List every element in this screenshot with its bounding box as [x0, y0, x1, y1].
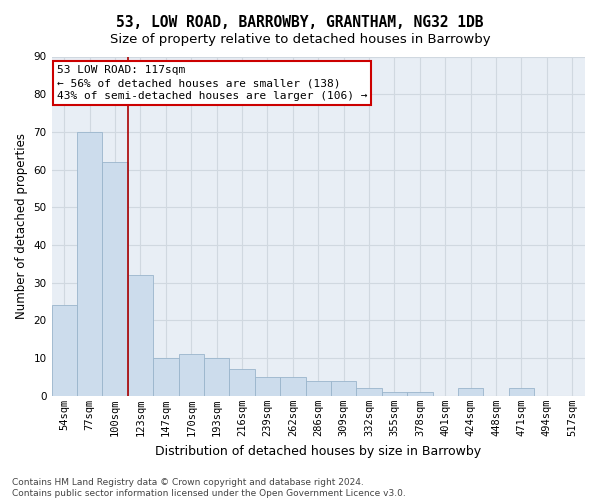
Y-axis label: Number of detached properties: Number of detached properties [15, 133, 28, 319]
Bar [204, 358, 229, 396]
Bar [331, 381, 356, 396]
Bar [382, 392, 407, 396]
Bar [52, 306, 77, 396]
Bar [229, 370, 255, 396]
Text: Size of property relative to detached houses in Barrowby: Size of property relative to detached ho… [110, 32, 490, 46]
Bar [407, 392, 433, 396]
Bar [77, 132, 103, 396]
Text: Contains HM Land Registry data © Crown copyright and database right 2024.
Contai: Contains HM Land Registry data © Crown c… [12, 478, 406, 498]
Bar [280, 377, 305, 396]
Text: 53, LOW ROAD, BARROWBY, GRANTHAM, NG32 1DB: 53, LOW ROAD, BARROWBY, GRANTHAM, NG32 1… [116, 15, 484, 30]
Bar [509, 388, 534, 396]
Text: 53 LOW ROAD: 117sqm
← 56% of detached houses are smaller (138)
43% of semi-detac: 53 LOW ROAD: 117sqm ← 56% of detached ho… [57, 65, 367, 102]
Bar [255, 377, 280, 396]
X-axis label: Distribution of detached houses by size in Barrowby: Distribution of detached houses by size … [155, 444, 481, 458]
Bar [103, 162, 128, 396]
Bar [153, 358, 179, 396]
Bar [305, 381, 331, 396]
Bar [179, 354, 204, 396]
Bar [458, 388, 484, 396]
Bar [356, 388, 382, 396]
Bar [128, 275, 153, 396]
